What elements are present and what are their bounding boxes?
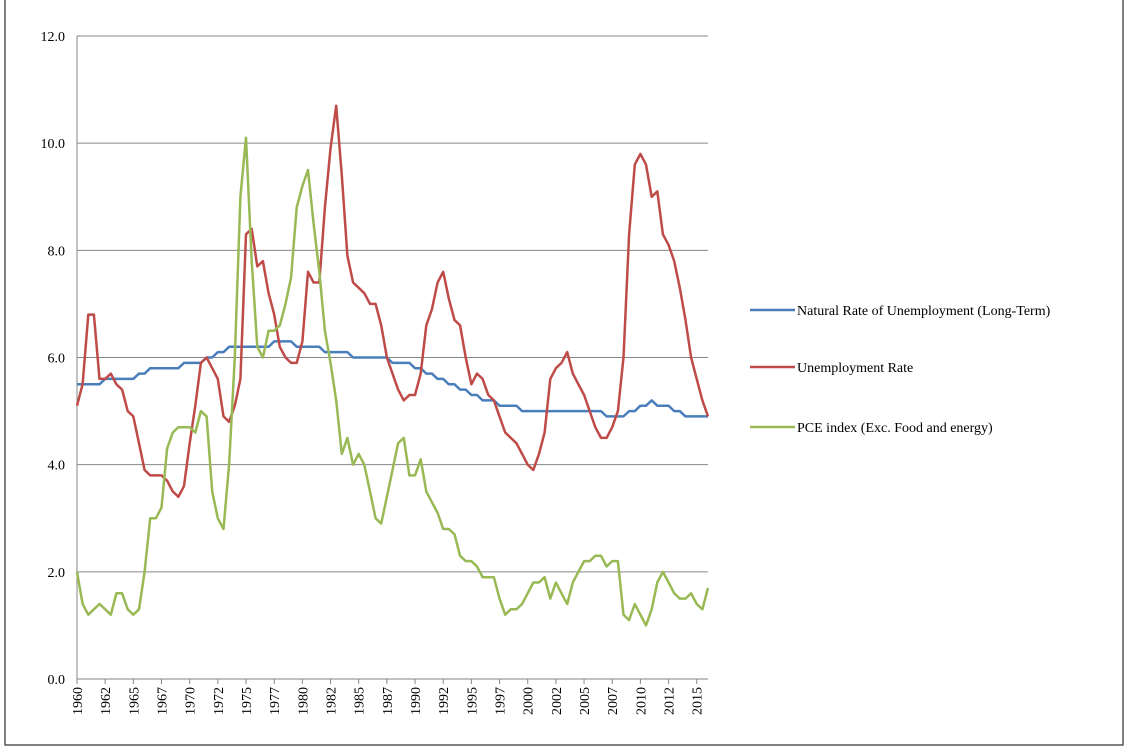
data-line (77, 340, 708, 418)
x-tick-label: 1980 (296, 687, 311, 715)
y-tick-label: 12.0 (41, 30, 66, 45)
x-tick-label: 1992 (437, 687, 452, 715)
data-line (75, 104, 710, 499)
x-tick-label: 2012 (663, 687, 678, 715)
legend-label: PCE index (Exc. Food and energy) (797, 421, 993, 436)
x-tick-label: 1987 (381, 687, 396, 715)
data-line (75, 136, 710, 627)
x-tick-label: 2000 (522, 687, 537, 715)
x-tick-label: 1985 (353, 687, 368, 715)
y-tick-label: 4.0 (48, 459, 66, 474)
x-tick-label: 2007 (606, 687, 621, 715)
x-tick-label: 1972 (212, 687, 227, 715)
x-tick-label: 1975 (240, 687, 255, 715)
x-tick-label: 2015 (691, 687, 706, 715)
x-tick-label: 1967 (156, 687, 171, 715)
x-tick-label: 2010 (634, 687, 649, 715)
y-tick-label: 10.0 (41, 137, 66, 152)
y-tick-label: 2.0 (48, 566, 66, 581)
y-tick-label: 8.0 (48, 244, 66, 259)
y-tick-label: 0.0 (48, 673, 66, 688)
x-tick-label: 1962 (99, 687, 114, 715)
x-tick-label: 2002 (550, 687, 565, 715)
x-tick-label: 1982 (325, 687, 340, 715)
x-tick-label: 2005 (578, 687, 593, 715)
y-tick-label: 6.0 (48, 352, 66, 367)
legend-label: Natural Rate of Unemployment (Long-Term) (797, 304, 1051, 319)
x-tick-label: 1970 (184, 687, 199, 715)
x-tick-label: 1960 (71, 687, 86, 715)
x-tick-label: 1995 (465, 687, 480, 715)
x-tick-label: 1990 (409, 687, 424, 715)
x-tick-label: 1977 (268, 687, 283, 715)
x-tick-label: 1997 (494, 687, 509, 715)
x-tick-label: 1965 (127, 687, 142, 715)
legend-label: Unemployment Rate (797, 361, 913, 376)
chart-border (4, 0, 1124, 746)
